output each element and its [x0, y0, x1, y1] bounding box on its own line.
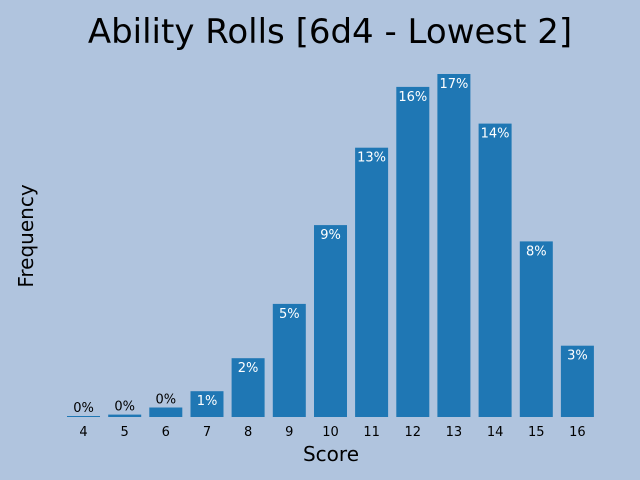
- x-tick-11: 11: [363, 425, 380, 440]
- bar-7: [190, 391, 224, 417]
- bar-10: [314, 225, 347, 417]
- x-tick-8: 8: [244, 425, 252, 440]
- bar-15: [519, 241, 553, 417]
- bar-label-4: 0%: [73, 401, 94, 416]
- bar-label-16: 3%: [567, 349, 588, 364]
- bar-8: [231, 358, 265, 417]
- x-tick-6: 6: [162, 425, 170, 440]
- x-tick-12: 12: [405, 425, 422, 440]
- bar-13: [437, 74, 471, 417]
- x-tick-16: 16: [569, 425, 586, 440]
- bar-label-8: 2%: [238, 361, 259, 376]
- x-tick-10: 10: [322, 425, 339, 440]
- x-tick-9: 9: [285, 425, 293, 440]
- bar-4: [67, 416, 100, 417]
- bar-6: [149, 407, 183, 417]
- bar-14: [478, 123, 512, 417]
- x-tick-13: 13: [446, 425, 463, 440]
- x-tick-5: 5: [121, 425, 129, 440]
- bar-label-7: 1%: [197, 394, 218, 409]
- bar-9: [272, 303, 306, 417]
- bars-group: 0% 0% 0% 1% 2% 5% 9% 13% 16% 17% 14% 8% 3%: [67, 74, 594, 418]
- bar-label-10: 9%: [320, 228, 341, 243]
- bar-label-13: 17%: [439, 77, 468, 92]
- x-tick-15: 15: [528, 425, 545, 440]
- x-axis-label: Score: [303, 442, 359, 466]
- x-tick-4: 4: [79, 425, 87, 440]
- bar-label-14: 14%: [481, 127, 510, 142]
- x-tick-7: 7: [203, 425, 211, 440]
- bar-11: [355, 147, 389, 417]
- bar-5: [108, 414, 142, 417]
- bar-label-5: 0%: [114, 400, 135, 415]
- bar-label-15: 8%: [526, 244, 547, 259]
- x-ticks-group: 4 5 6 7 8 9 10 11 12 13 14 15 16: [79, 425, 585, 440]
- bar-label-9: 5%: [279, 307, 300, 322]
- chart-title: Ability Rolls [6d4 - Lowest 2]: [88, 12, 572, 52]
- bar-16: [560, 345, 594, 417]
- bar-12: [396, 86, 430, 418]
- bar-label-11: 13%: [357, 151, 386, 166]
- bar-label-6: 0%: [155, 393, 176, 408]
- y-axis-label: Frequency: [14, 184, 38, 287]
- x-tick-14: 14: [487, 425, 504, 440]
- bar-label-12: 16%: [398, 90, 427, 105]
